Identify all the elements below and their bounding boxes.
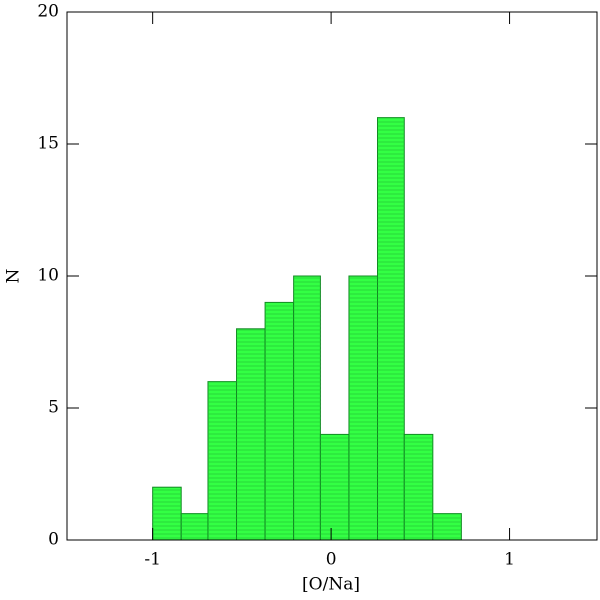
bar-group — [319, 433, 350, 541]
x-tick-label: -1 — [144, 550, 161, 570]
bar-hatch — [152, 487, 182, 540]
bar-group — [207, 381, 238, 541]
bar-hatch — [348, 276, 378, 540]
x-tick-label: 0 — [326, 550, 337, 570]
y-tick-label: 5 — [48, 398, 59, 418]
y-tick-label: 10 — [37, 266, 59, 286]
bar-group — [377, 117, 405, 541]
bar-hatch — [432, 513, 462, 540]
x-axis-label: [O/Na] — [302, 575, 360, 595]
bar-hatch — [377, 117, 405, 540]
bar-hatch — [320, 434, 349, 540]
bar-group — [348, 275, 379, 541]
bar-group — [403, 433, 434, 541]
bar-group — [236, 328, 266, 541]
bar-group — [432, 513, 462, 541]
bar-group — [152, 486, 182, 541]
y-tick-label: 20 — [37, 2, 59, 22]
y-tick-label: 15 — [37, 134, 59, 154]
y-tick-label: 0 — [48, 530, 59, 550]
bar-hatch — [404, 434, 433, 540]
bar-group — [180, 513, 209, 541]
bar-hatch — [181, 513, 208, 540]
bar-group — [293, 275, 321, 541]
bar-group — [264, 301, 295, 541]
bar-hatch — [293, 276, 321, 540]
bar-hatch — [236, 328, 266, 540]
bar-hatch — [207, 381, 237, 540]
bar-hatch — [265, 302, 294, 540]
y-axis-label: N — [4, 268, 24, 283]
x-tick-label: 1 — [504, 550, 515, 570]
